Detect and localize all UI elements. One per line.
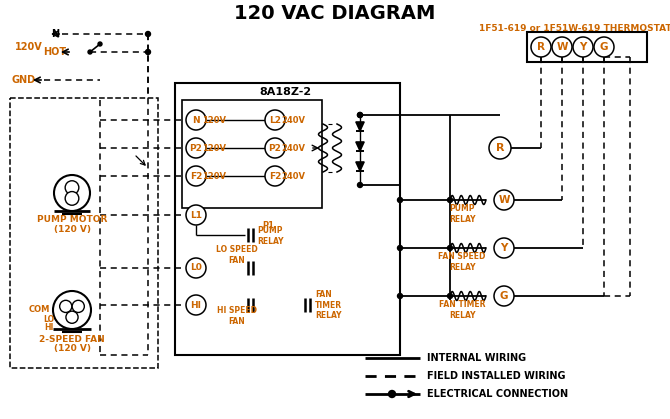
Circle shape	[448, 293, 452, 298]
Text: 120V: 120V	[202, 171, 226, 181]
Text: 2-SPEED FAN: 2-SPEED FAN	[39, 334, 105, 344]
Text: 240V: 240V	[281, 116, 305, 124]
Polygon shape	[356, 122, 364, 131]
Text: 120 VAC DIAGRAM: 120 VAC DIAGRAM	[234, 3, 436, 23]
Bar	[10, 98, 158, 368]
Text: F2: F2	[269, 171, 281, 181]
Polygon shape	[356, 162, 364, 171]
Text: PUMP MOTOR: PUMP MOTOR	[37, 215, 107, 223]
Text: LO: LO	[43, 315, 54, 323]
Circle shape	[60, 300, 72, 313]
Circle shape	[186, 258, 206, 278]
Circle shape	[594, 37, 614, 57]
Circle shape	[489, 137, 511, 159]
Text: (120 V): (120 V)	[54, 225, 90, 233]
Circle shape	[389, 391, 395, 398]
Circle shape	[265, 138, 285, 158]
Text: P2: P2	[190, 143, 202, 153]
Circle shape	[186, 110, 206, 130]
Text: W: W	[498, 195, 510, 205]
Text: (120 V): (120 V)	[54, 344, 90, 352]
Circle shape	[186, 295, 206, 315]
Bar	[527, 32, 647, 62]
Text: FAN TIMER
RELAY: FAN TIMER RELAY	[439, 300, 485, 320]
Text: 240V: 240V	[281, 143, 305, 153]
Text: HI SPEED
FAN: HI SPEED FAN	[217, 306, 257, 326]
Circle shape	[186, 166, 206, 186]
Text: 8A18Z-2: 8A18Z-2	[259, 87, 311, 97]
Circle shape	[53, 291, 91, 329]
Circle shape	[448, 246, 452, 251]
Circle shape	[265, 166, 285, 186]
Text: HOT: HOT	[44, 47, 66, 57]
Circle shape	[88, 50, 92, 54]
Text: FIELD INSTALLED WIRING: FIELD INSTALLED WIRING	[427, 371, 565, 381]
Circle shape	[397, 246, 403, 251]
Text: ELECTRICAL CONNECTION: ELECTRICAL CONNECTION	[427, 389, 568, 399]
Text: P2: P2	[269, 143, 281, 153]
Text: LO SPEED
FAN: LO SPEED FAN	[216, 245, 258, 265]
Polygon shape	[356, 142, 364, 151]
Text: FAN SPEED
RELAY: FAN SPEED RELAY	[438, 252, 486, 272]
Text: INTERNAL WIRING: INTERNAL WIRING	[427, 353, 526, 363]
Text: 1F51-619 or 1F51W-619 THERMOSTAT: 1F51-619 or 1F51W-619 THERMOSTAT	[478, 23, 670, 33]
Circle shape	[66, 311, 78, 323]
Circle shape	[358, 112, 362, 117]
Text: PUMP
RELAY: PUMP RELAY	[257, 226, 283, 246]
Circle shape	[358, 183, 362, 187]
Circle shape	[265, 110, 285, 130]
Circle shape	[448, 197, 452, 202]
Circle shape	[531, 37, 551, 57]
Text: R: R	[496, 143, 505, 153]
Text: GND: GND	[12, 75, 36, 85]
Circle shape	[573, 37, 593, 57]
Text: HI: HI	[45, 323, 54, 331]
Circle shape	[186, 205, 206, 225]
Bar	[175, 83, 400, 355]
Text: 120V: 120V	[15, 42, 43, 52]
Text: Y: Y	[580, 42, 587, 52]
Text: G: G	[500, 291, 509, 301]
Circle shape	[65, 181, 79, 194]
Circle shape	[72, 300, 84, 313]
Text: L1: L1	[190, 210, 202, 220]
Text: G: G	[600, 42, 608, 52]
Circle shape	[98, 42, 102, 46]
Circle shape	[494, 238, 514, 258]
Circle shape	[145, 49, 151, 54]
Text: L2: L2	[269, 116, 281, 124]
Text: P1: P1	[262, 220, 274, 230]
Circle shape	[54, 175, 90, 211]
Circle shape	[65, 191, 79, 205]
Circle shape	[552, 37, 572, 57]
Text: 120V: 120V	[202, 143, 226, 153]
Text: Y: Y	[500, 243, 508, 253]
Text: L0: L0	[190, 264, 202, 272]
Text: 120V: 120V	[202, 116, 226, 124]
Circle shape	[494, 286, 514, 306]
Bar	[182, 100, 322, 208]
Circle shape	[494, 190, 514, 210]
Text: N: N	[51, 29, 59, 39]
Text: FAN
TIMER
RELAY: FAN TIMER RELAY	[315, 290, 342, 320]
Circle shape	[358, 112, 362, 117]
Circle shape	[145, 31, 151, 36]
Text: F2: F2	[190, 171, 202, 181]
Text: W: W	[556, 42, 567, 52]
Text: N: N	[192, 116, 200, 124]
Circle shape	[397, 197, 403, 202]
Circle shape	[397, 293, 403, 298]
Text: COM: COM	[29, 305, 50, 315]
Text: R: R	[537, 42, 545, 52]
Text: PUMP
RELAY: PUMP RELAY	[449, 204, 475, 224]
Text: HI: HI	[190, 300, 202, 310]
Text: 240V: 240V	[281, 171, 305, 181]
Circle shape	[186, 138, 206, 158]
